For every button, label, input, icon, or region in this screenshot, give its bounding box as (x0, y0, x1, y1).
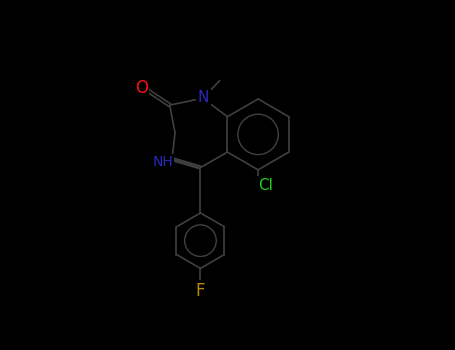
Text: N: N (198, 90, 209, 105)
Text: O: O (135, 79, 148, 97)
Text: Cl: Cl (258, 178, 273, 193)
Text: NH: NH (152, 155, 173, 169)
Text: F: F (196, 282, 205, 300)
